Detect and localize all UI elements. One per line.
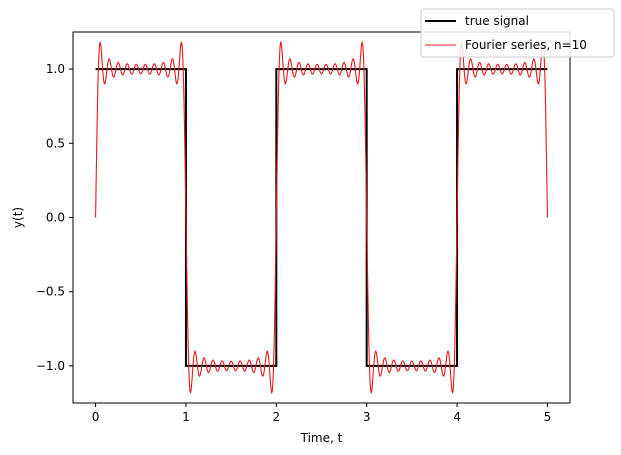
y-axis-label: y(t) bbox=[11, 207, 25, 228]
y-tick-label: −1.0 bbox=[36, 359, 65, 373]
plot-area bbox=[95, 41, 548, 394]
y-axis: −1.0 −0.5 0.0 0.5 1.0 bbox=[36, 62, 73, 373]
x-tick-label: 4 bbox=[453, 410, 461, 424]
y-tick-label: −0.5 bbox=[36, 285, 65, 299]
y-tick-label: 0.0 bbox=[46, 211, 65, 225]
legend-entry-fourier-series: Fourier series, n=10 bbox=[465, 38, 587, 52]
x-tick-label: 2 bbox=[272, 410, 280, 424]
legend-entry-true-signal: true signal bbox=[465, 14, 529, 28]
x-tick-label: 1 bbox=[182, 410, 190, 424]
y-tick-label: 1.0 bbox=[46, 62, 65, 76]
y-tick-label: 0.5 bbox=[46, 136, 65, 150]
x-axis-label: Time, t bbox=[300, 431, 343, 445]
axes-frame bbox=[72, 31, 571, 404]
series-fourier bbox=[95, 41, 548, 394]
series-true-signal bbox=[95, 68, 548, 367]
x-axis: 0 1 2 3 4 5 bbox=[92, 403, 551, 424]
legend: true signal Fourier series, n=10 bbox=[420, 8, 615, 58]
x-tick-label: 3 bbox=[363, 410, 371, 424]
x-tick-label: 5 bbox=[544, 410, 552, 424]
x-tick-label: 0 bbox=[92, 410, 100, 424]
legend-box bbox=[420, 8, 615, 58]
